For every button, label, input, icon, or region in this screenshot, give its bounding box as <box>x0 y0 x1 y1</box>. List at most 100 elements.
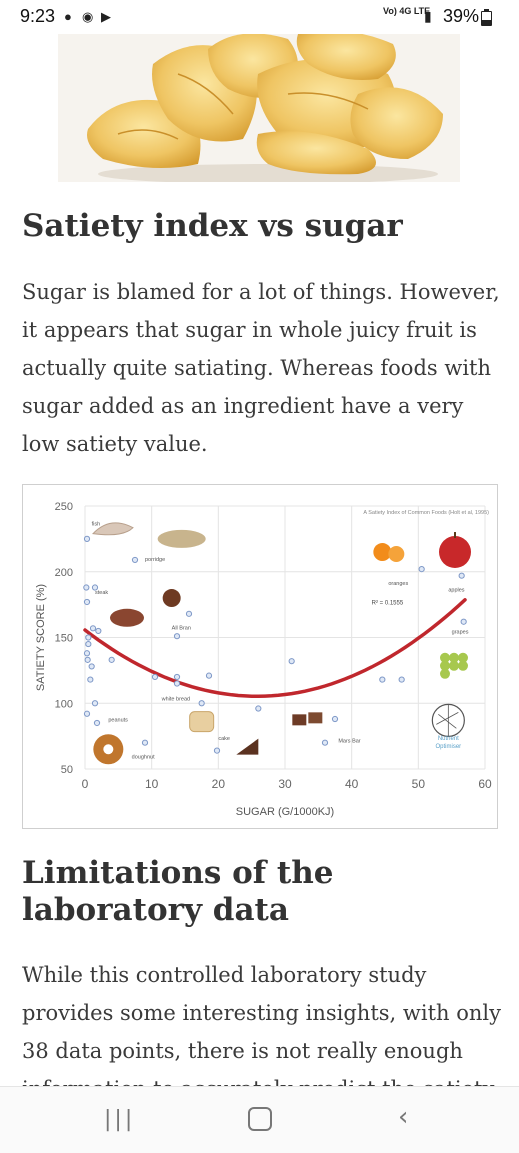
data-point <box>198 700 205 707</box>
chart-canvas: 0 10 20 30 40 50 60 50 100 150 200 250 SUGAR (G/1000… <box>35 501 492 818</box>
chart-title: A Satiety Index of Common Foods (Holt et… <box>363 510 489 516</box>
data-point <box>89 625 97 632</box>
porridge-image <box>157 529 206 548</box>
data-point <box>83 598 91 606</box>
grapes-image <box>440 668 450 679</box>
data-point <box>91 584 99 591</box>
battery-icon <box>481 9 492 26</box>
doughnut-image <box>103 744 114 755</box>
data-point <box>83 650 91 657</box>
annotation-peanuts: peanuts <box>108 718 128 724</box>
white-bread-image <box>189 711 215 733</box>
y-axis-label: SATIETY SCORE (%) <box>35 584 47 691</box>
data-point <box>83 535 91 542</box>
y-tick-label: 250 <box>55 501 73 513</box>
annotation-porridge: porridge <box>145 557 165 563</box>
back-icon[interactable]: ‹ <box>398 1102 409 1132</box>
data-point <box>85 634 92 641</box>
nutrient-optimiser-logo <box>436 704 459 737</box>
data-point <box>88 663 95 670</box>
data-point <box>87 676 94 683</box>
heading-limitations-line1: Limitations of the <box>22 855 334 891</box>
data-point <box>131 556 139 564</box>
data-point <box>151 673 159 681</box>
watermark-line-1: Nutrient <box>438 736 459 742</box>
data-point <box>460 618 467 625</box>
annotation-fish: fish <box>92 522 101 528</box>
mars-bar-image <box>308 712 323 724</box>
data-point <box>458 572 465 579</box>
account-icon: ● <box>64 9 72 24</box>
data-point <box>108 656 115 663</box>
sync-icon: ◉ <box>82 9 94 24</box>
y-tick-label: 50 <box>61 764 73 776</box>
annotation-all-bran: All Bran <box>172 626 191 632</box>
data-point <box>91 700 99 707</box>
network-indicator: Vo) 4G LTE <box>383 6 430 16</box>
data-point <box>173 633 181 640</box>
annotation-white-bread: white bread <box>161 697 190 703</box>
navigation-bar: ||| ‹ <box>0 1086 519 1153</box>
data-point <box>173 680 181 687</box>
oranges-image <box>373 543 392 562</box>
trendline <box>83 598 467 699</box>
heading-limitations: Limitations of the laboratory data <box>22 855 334 929</box>
signal-icon: ▮ <box>424 8 432 24</box>
x-tick-label: 30 <box>278 777 292 791</box>
data-point <box>95 627 102 635</box>
x-tick-label: 0 <box>82 777 89 791</box>
status-bar: 9:23 ● ◉ ▶ Vo) 4G LTE ▮ 39% <box>0 0 519 34</box>
annotation-grapes: grapes <box>452 630 469 636</box>
annotation-doughnut: doughnut <box>132 754 155 760</box>
data-point <box>379 676 386 683</box>
data-point <box>398 676 405 683</box>
data-point <box>84 656 91 663</box>
apples-image <box>439 536 471 569</box>
annotation-apples: apples <box>448 587 464 593</box>
mars-bar-image <box>292 714 307 726</box>
x-tick-label: 40 <box>345 777 359 791</box>
grapes-image <box>458 652 468 663</box>
grapes-image <box>440 660 450 671</box>
play-store-icon: ▶ <box>101 9 111 24</box>
home-icon[interactable] <box>248 1107 272 1131</box>
r-squared-label: R² = 0.1555 <box>372 601 404 607</box>
grapes-image <box>458 660 468 671</box>
oranges-image <box>388 546 405 563</box>
data-point <box>255 705 262 712</box>
data-point <box>83 710 91 717</box>
annotation-steak: steak <box>95 590 108 596</box>
watermark-line-2: Optimiser <box>435 744 461 750</box>
recents-icon[interactable]: ||| <box>104 1107 136 1132</box>
network-label: Vo) 4G LTE <box>383 6 431 16</box>
paragraph-sugar-intro: Sugar is blamed for a lot of things. How… <box>22 280 500 456</box>
x-tick-label: 10 <box>145 777 159 791</box>
x-tick-label: 20 <box>212 777 226 791</box>
status-time: 9:23 <box>20 6 56 26</box>
y-tick-label: 200 <box>55 567 73 579</box>
apples-image <box>454 532 456 539</box>
data-point <box>173 673 181 681</box>
grapes-image <box>449 660 459 671</box>
data-point <box>185 610 193 617</box>
potato-chips-image <box>58 34 460 182</box>
fish-image <box>91 522 134 536</box>
data-point <box>83 584 90 591</box>
x-tick-label: 50 <box>412 777 426 791</box>
data-point <box>93 719 101 727</box>
y-tick-label: 150 <box>55 633 73 645</box>
data-point <box>331 715 339 723</box>
satiety-sugar-chart: 0 10 20 30 40 50 60 50 100 150 200 250 SUGAR (G/1000… <box>22 484 498 829</box>
grapes-image <box>449 652 459 663</box>
battery-percent: 39% <box>443 6 480 26</box>
steak-image <box>110 608 144 627</box>
data-point <box>205 672 213 679</box>
data-point <box>321 739 329 746</box>
grapes-image <box>440 652 450 663</box>
annotation-mars-bar: Mars Bar <box>338 739 360 745</box>
y-tick-label: 100 <box>55 698 73 710</box>
data-point <box>85 640 92 648</box>
data-point <box>141 739 149 746</box>
data-point <box>418 566 425 573</box>
x-axis-label: SUGAR (G/1000KJ) <box>236 806 334 818</box>
